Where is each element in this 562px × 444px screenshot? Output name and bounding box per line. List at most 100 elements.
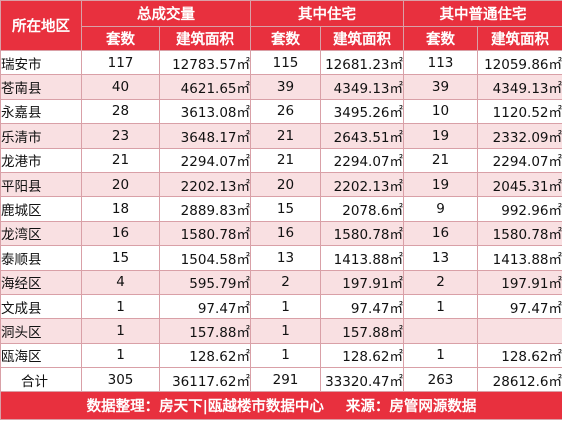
header-sub-count: 套数 (403, 26, 478, 51)
header-sub-area: 建筑面积 (320, 26, 404, 51)
total-area-cell: 1580.78㎡ (159, 220, 251, 247)
header-group-residential: 其中住宅 (250, 0, 404, 27)
residential-count-cell: 39 (250, 74, 321, 100)
ordinary-count-cell (403, 318, 478, 344)
table-row: 乐清市 23 3648.17㎡ 21 2643.51㎡ 19 2332.09㎡ (0, 123, 562, 149)
total-area-cell: 3648.17㎡ (159, 123, 251, 149)
region-cell: 乐清市 (0, 123, 82, 149)
total-count-cell: 21 (81, 147, 160, 173)
total-row: 合计 305 36117.62㎡ 291 33320.47㎡ 263 28612.6㎡ (0, 367, 562, 393)
total-count-cell: 28 (81, 98, 160, 125)
table-row: 平阳县 20 2202.13㎡ 20 2202.13㎡ 19 2045.31㎡ (0, 171, 562, 198)
header-sub-area: 建筑面积 (477, 26, 562, 51)
footer-data-credit: 数据整理：房天下|瓯越楼市数据中心 (86, 399, 324, 416)
total-count-cell: 15 (81, 245, 160, 271)
region-cell: 鹿城区 (0, 196, 82, 222)
residential-count-cell: 2 (250, 269, 321, 295)
table-row: 永嘉县 28 3613.08㎡ 26 3495.26㎡ 10 1120.52㎡ (0, 98, 562, 125)
sum-residential-area-cell: 33320.47㎡ (320, 367, 404, 393)
ordinary-count-cell: 13 (403, 245, 478, 271)
total-area-cell: 2889.83㎡ (159, 196, 251, 222)
ordinary-count-cell: 113 (403, 49, 478, 76)
total-count-cell: 18 (81, 196, 160, 222)
table-row: 鹿城区 18 2889.83㎡ 15 2078.6㎡ 9 992.96㎡ (0, 196, 562, 222)
table-row: 瑞安市 117 12783.57㎡ 115 12681.23㎡ 113 12059.86㎡ (0, 49, 562, 76)
region-cell: 泰顺县 (0, 245, 82, 271)
table-row: 文成县 1 97.47㎡ 1 97.47㎡ 1 97.47㎡ (0, 293, 562, 320)
sum-ordinary-count-cell: 263 (403, 367, 478, 393)
residential-area-cell: 197.91㎡ (320, 269, 404, 295)
residential-area-cell: 1413.88㎡ (320, 245, 404, 271)
sum-residential-count-cell: 291 (250, 367, 321, 393)
residential-count-cell: 1 (250, 293, 321, 320)
total-area-cell: 128.62㎡ (159, 342, 251, 369)
residential-count-cell: 16 (250, 220, 321, 247)
region-cell: 文成县 (0, 293, 82, 320)
footer-credits: 数据整理：房天下|瓯越楼市数据中心 来源：房管网源数据 (0, 391, 562, 421)
region-cell: 永嘉县 (0, 98, 82, 125)
header-row-groups: 所在地区 总成交量 其中住宅 其中普通住宅 (0, 0, 562, 51)
ordinary-count-cell: 10 (403, 98, 478, 125)
total-area-cell: 595.79㎡ (159, 269, 251, 295)
ordinary-area-cell: 1413.88㎡ (477, 245, 562, 271)
footer-row: 数据整理：房天下|瓯越楼市数据中心 来源：房管网源数据 (0, 391, 562, 421)
total-area-cell: 97.47㎡ (159, 293, 251, 320)
region-cell: 龙湾区 (0, 220, 82, 247)
residential-count-cell: 26 (250, 98, 321, 125)
residential-area-cell: 2294.07㎡ (320, 147, 404, 173)
table-row: 海经区 4 595.79㎡ 2 197.91㎡ 2 197.91㎡ (0, 269, 562, 295)
header-row-sub: 套数 建筑面积 套数 建筑面积 套数 建筑面积 (1, 26, 562, 51)
header-sub-count: 套数 (81, 26, 160, 51)
ordinary-count-cell: 19 (403, 123, 478, 149)
ordinary-area-cell: 128.62㎡ (477, 342, 562, 369)
total-area-cell: 12783.57㎡ (159, 49, 251, 76)
total-area-cell: 3613.08㎡ (159, 98, 251, 125)
total-area-cell: 157.88㎡ (159, 318, 251, 344)
residential-count-cell: 21 (250, 147, 321, 173)
ordinary-area-cell: 97.47㎡ (477, 293, 562, 320)
total-count-cell: 117 (81, 49, 160, 76)
residential-area-cell: 3495.26㎡ (320, 98, 404, 125)
sum-total-count-cell: 305 (81, 367, 160, 393)
ordinary-count-cell: 1 (403, 293, 478, 320)
header-group-ordinary-residential: 其中普通住宅 (403, 0, 562, 27)
residential-area-cell: 1580.78㎡ (320, 220, 404, 247)
residential-count-cell: 15 (250, 196, 321, 222)
total-label-cell: 合计 (0, 367, 82, 393)
residential-area-cell: 157.88㎡ (320, 318, 404, 344)
total-count-cell: 23 (81, 123, 160, 149)
residential-area-cell: 2078.6㎡ (320, 196, 404, 222)
ordinary-count-cell: 1 (403, 342, 478, 369)
table-row: 龙湾区 16 1580.78㎡ 16 1580.78㎡ 16 1580.78㎡ (0, 220, 562, 247)
ordinary-area-cell: 12059.86㎡ (477, 49, 562, 76)
residential-count-cell: 1 (250, 342, 321, 369)
ordinary-area-cell: 992.96㎡ (477, 196, 562, 222)
total-count-cell: 1 (81, 293, 160, 320)
region-cell: 平阳县 (0, 171, 82, 198)
sum-total-area-cell: 36117.62㎡ (159, 367, 251, 393)
total-count-cell: 16 (81, 220, 160, 247)
header-group-total: 总成交量 (81, 0, 251, 27)
ordinary-area-cell: 2332.09㎡ (477, 123, 562, 149)
ordinary-count-cell: 2 (403, 269, 478, 295)
total-area-cell: 4621.65㎡ (159, 74, 251, 100)
total-area-cell: 2202.13㎡ (159, 171, 251, 198)
header-region: 所在地区 (0, 0, 82, 51)
ordinary-count-cell: 9 (403, 196, 478, 222)
table-row: 苍南县 40 4621.65㎡ 39 4349.13㎡ 39 4349.13㎡ (0, 74, 562, 100)
residential-count-cell: 1 (250, 318, 321, 344)
region-cell: 苍南县 (0, 74, 82, 100)
table-row: 洞头区 1 157.88㎡ 1 157.88㎡ (0, 318, 562, 344)
ordinary-count-cell: 16 (403, 220, 478, 247)
table-row: 泰顺县 15 1504.58㎡ 13 1413.88㎡ 13 1413.88㎡ (0, 245, 562, 271)
total-count-cell: 1 (81, 342, 160, 369)
total-area-cell: 2294.07㎡ (159, 147, 251, 173)
residential-area-cell: 128.62㎡ (320, 342, 404, 369)
header-sub-area: 建筑面积 (159, 26, 251, 51)
footer-source: 来源：房管网源数据 (345, 399, 477, 416)
ordinary-area-cell: 1580.78㎡ (477, 220, 562, 247)
transaction-table: 所在地区 总成交量 其中住宅 其中普通住宅 套数 建筑面积 套数 建筑面积 套数… (0, 0, 562, 421)
region-cell: 瓯海区 (0, 342, 82, 369)
ordinary-area-cell: 197.91㎡ (477, 269, 562, 295)
ordinary-count-cell: 19 (403, 171, 478, 198)
